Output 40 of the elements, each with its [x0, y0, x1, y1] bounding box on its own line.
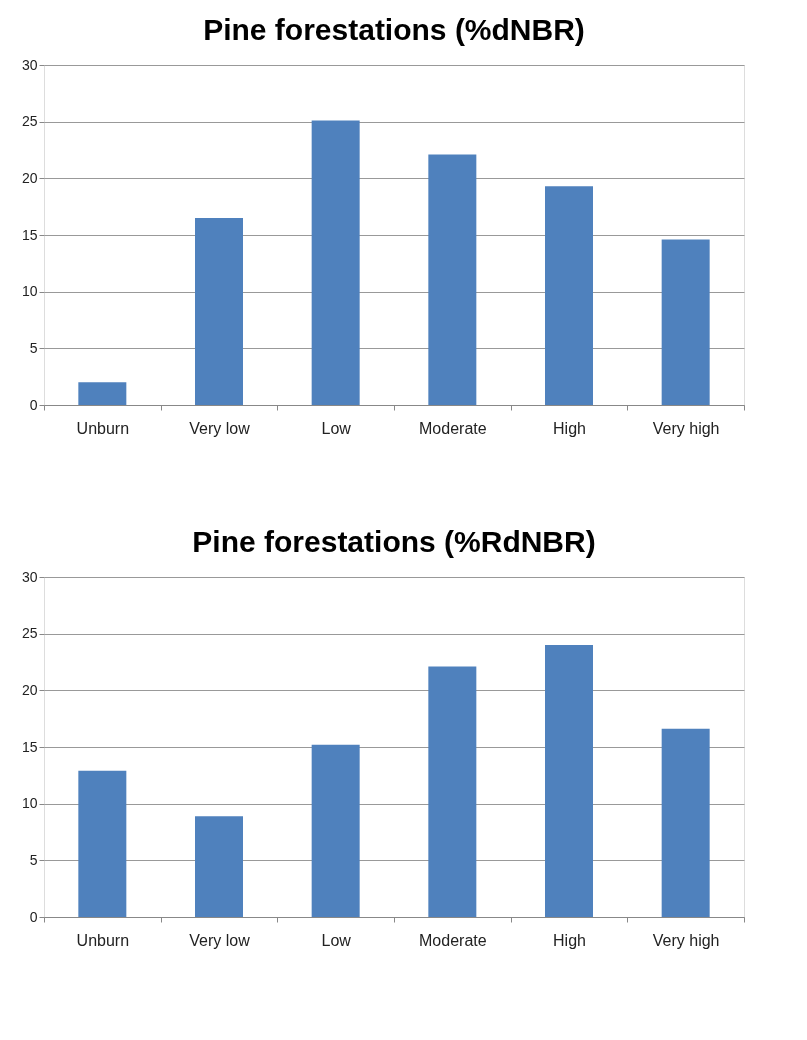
bar [661, 239, 710, 405]
y-tick-label: 25 [21, 625, 38, 642]
y-tick-label: 0 [29, 908, 38, 925]
bar [545, 645, 593, 917]
x-tick-label: Moderate [419, 931, 487, 949]
bar [661, 728, 710, 917]
x-tick-label: High [553, 931, 586, 949]
x-tick-label: Unburn [76, 419, 130, 437]
y-tick-label: 0 [29, 396, 38, 413]
x-tick-label: Unburn [76, 931, 130, 949]
y-tick-label: 10 [21, 795, 38, 812]
bar [78, 382, 127, 405]
y-tick-label: 30 [21, 568, 38, 585]
chart-title: Pine forestations (%dNBR) [203, 13, 585, 46]
y-tick-label: 20 [21, 169, 38, 186]
y-tick-label: 5 [29, 339, 38, 356]
bar [311, 744, 360, 917]
bar [195, 218, 243, 405]
y-tick-label: 20 [21, 681, 38, 698]
y-tick-label: 15 [21, 738, 38, 755]
y-tick-label: 15 [21, 226, 38, 243]
bar [78, 770, 127, 917]
bar [428, 154, 477, 405]
y-tick-label: 25 [21, 113, 38, 130]
bar [311, 120, 360, 405]
chart-title: Pine forestations (%RdNBR) [192, 525, 596, 558]
x-tick-label: Very low [189, 419, 251, 437]
x-tick-label: Low [321, 419, 352, 437]
x-tick-label: High [553, 419, 586, 437]
x-tick-label: Very high [652, 931, 720, 949]
y-tick-label: 10 [21, 283, 38, 300]
y-tick-label: 5 [29, 851, 38, 868]
bar [545, 186, 593, 405]
bar [428, 666, 477, 917]
x-tick-label: Very low [189, 931, 251, 949]
x-tick-label: Low [321, 931, 352, 949]
y-tick-label: 30 [21, 56, 38, 73]
x-tick-label: Very high [652, 419, 720, 437]
bar [195, 816, 243, 917]
x-tick-label: Moderate [419, 419, 487, 437]
